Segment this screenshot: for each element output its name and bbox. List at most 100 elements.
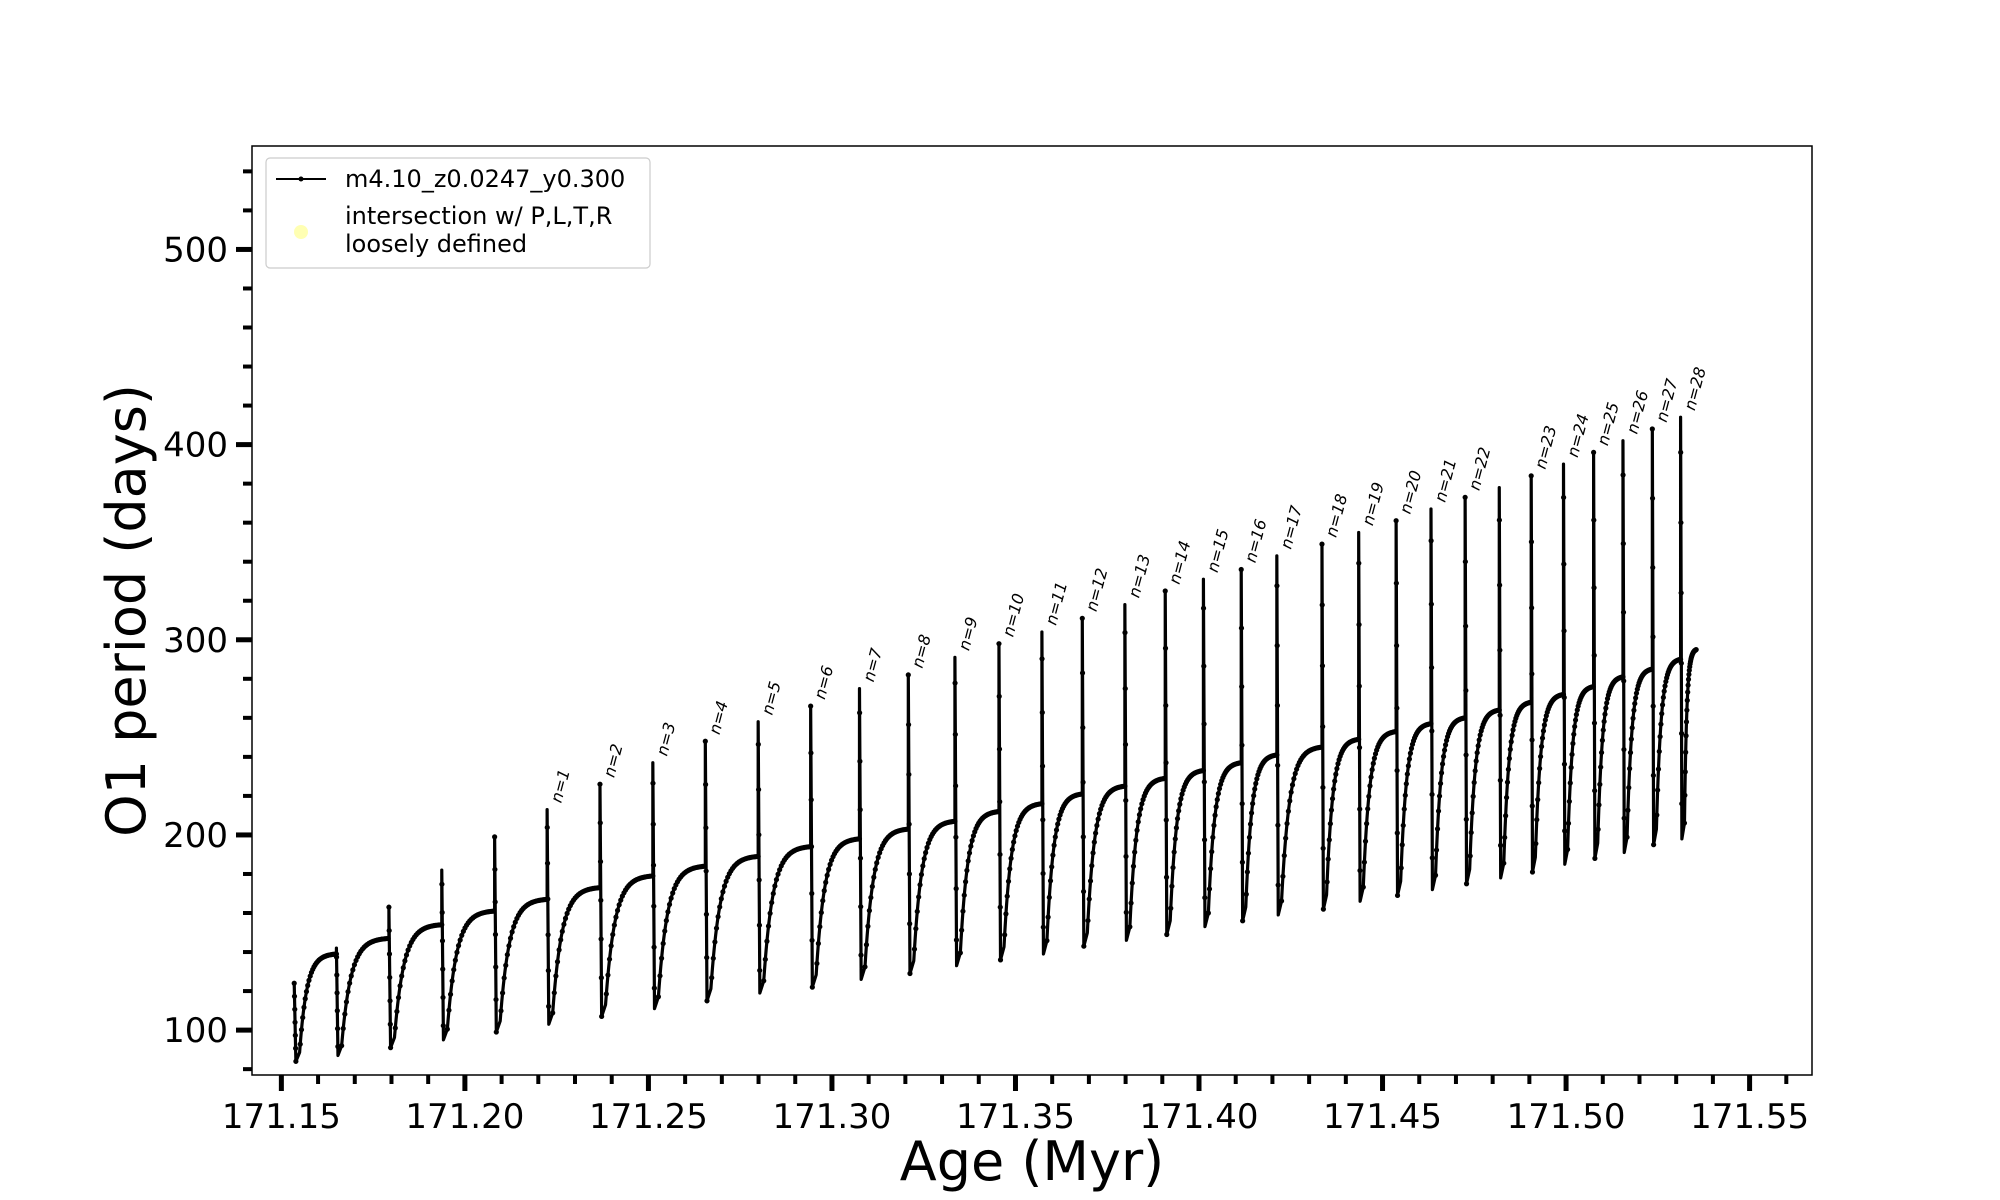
data-point: [1170, 865, 1176, 871]
data-point: [1331, 786, 1337, 792]
pulse-label: n=24: [1563, 412, 1593, 459]
data-point: [1360, 884, 1366, 890]
data-point: [1004, 893, 1010, 899]
data-point: [911, 946, 918, 952]
data-point: [1327, 821, 1333, 827]
data-point: [334, 1008, 340, 1014]
data-point: [400, 965, 406, 971]
data-point: [342, 1011, 348, 1017]
data-point: [1620, 472, 1626, 478]
data-point: [1506, 755, 1512, 762]
pulse-label: n=9: [954, 615, 981, 653]
data-point: [597, 820, 603, 826]
data-point: [1356, 736, 1362, 742]
data-point: [1561, 494, 1567, 501]
data-point: [1080, 725, 1086, 731]
data-point: [1319, 663, 1326, 669]
data-point: [1179, 791, 1185, 797]
data-point: [1591, 449, 1597, 456]
pulse-label: n=10: [998, 591, 1028, 638]
data-point: [293, 1045, 299, 1051]
data-point: [1335, 761, 1341, 767]
data-point: [1572, 723, 1578, 730]
data-point: [561, 921, 567, 927]
data-point: [1281, 853, 1287, 859]
data-point: [498, 1008, 504, 1014]
data-point: [334, 1026, 341, 1032]
data-point: [1428, 601, 1434, 607]
data-point: [1163, 702, 1169, 709]
data-point: [605, 972, 611, 978]
data-point: [1123, 797, 1129, 804]
data-point: [1135, 819, 1141, 825]
data-point: [966, 850, 973, 856]
pulse-label: n=26: [1622, 388, 1652, 435]
data-point: [809, 984, 815, 990]
data-point: [387, 1021, 393, 1027]
data-point: [1473, 758, 1479, 764]
data-point: [386, 951, 393, 957]
data-point: [1371, 755, 1378, 761]
data-point: [1439, 761, 1446, 767]
data-point: [1650, 772, 1656, 779]
x-tick-label: 171.30: [772, 1097, 891, 1137]
data-point: [1566, 798, 1572, 805]
data-point: [1529, 803, 1535, 809]
data-point: [1002, 932, 1008, 938]
data-point: [1274, 643, 1280, 649]
data-point: [1319, 541, 1325, 547]
data-point: [546, 1003, 552, 1009]
data-point: [1011, 839, 1017, 845]
pulse-label: n=18: [1321, 492, 1351, 539]
data-point: [1649, 495, 1656, 501]
data-point: [1598, 764, 1604, 770]
legend-label-line: loosely defined: [345, 230, 527, 258]
pulse-label: n=16: [1241, 517, 1271, 564]
data-point: [1599, 737, 1606, 743]
data-point: [1685, 682, 1691, 688]
data-point: [1080, 834, 1086, 840]
data-point: [1009, 846, 1015, 853]
data-point: [1624, 834, 1630, 840]
data-point: [756, 877, 762, 883]
data-point: [439, 909, 445, 916]
data-point: [1291, 776, 1297, 782]
data-point: [1210, 834, 1216, 840]
data-point: [493, 996, 499, 1003]
data-point: [761, 978, 767, 984]
data-point: [440, 966, 446, 972]
data-point: [492, 899, 498, 905]
data-point: [1357, 806, 1363, 812]
data-point: [1428, 721, 1434, 727]
data-point: [1508, 739, 1514, 745]
data-point: [1685, 676, 1692, 682]
data-point: [1573, 711, 1580, 718]
data-point: [961, 892, 967, 898]
data-point: [1463, 881, 1470, 887]
data-point: [663, 918, 669, 924]
data-point: [1658, 721, 1664, 727]
data-point: [608, 943, 614, 949]
data-point: [1162, 775, 1168, 782]
data-point: [1394, 705, 1400, 711]
data-point: [292, 1006, 298, 1012]
data-point: [1407, 750, 1414, 756]
data-point: [1428, 664, 1435, 671]
data-point: [457, 937, 463, 943]
data-point: [767, 910, 773, 916]
data-point: [1090, 850, 1096, 856]
data-point: [1539, 735, 1546, 741]
data-point: [1329, 796, 1336, 802]
data-point: [1537, 765, 1543, 772]
data-point: [651, 985, 657, 991]
data-point: [1528, 539, 1535, 545]
data-point: [1130, 863, 1137, 869]
data-point: [650, 780, 656, 786]
pulse-label: n=4: [705, 699, 732, 737]
data-point: [756, 832, 762, 838]
data-point: [444, 1026, 450, 1032]
legend-label-line: intersection w/ P,L,T,R: [345, 202, 612, 230]
data-point: [996, 693, 1002, 699]
data-point: [1496, 517, 1502, 523]
data-point: [597, 859, 604, 865]
